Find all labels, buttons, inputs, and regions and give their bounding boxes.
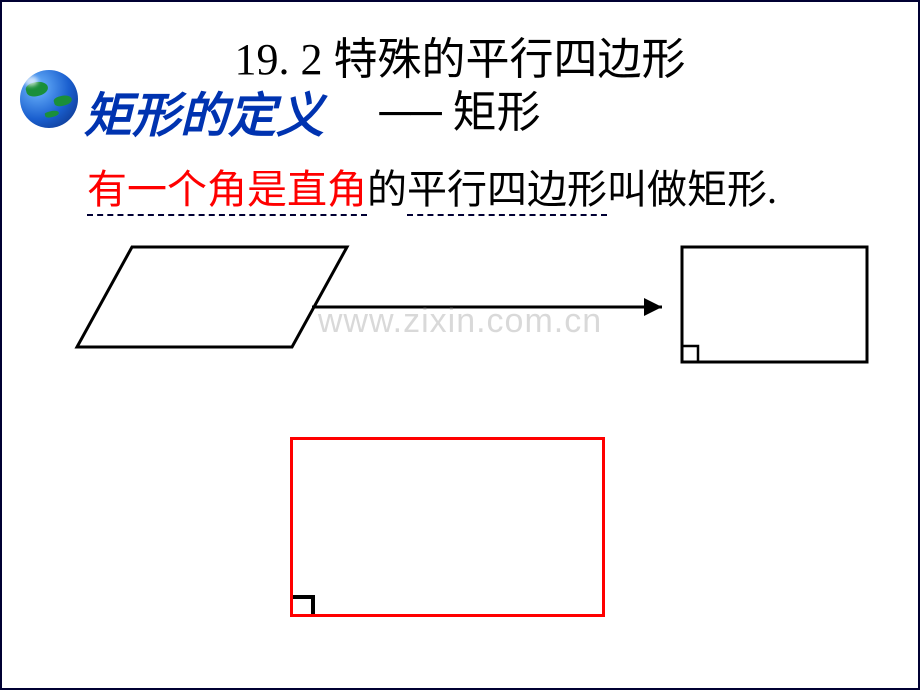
script-heading: 矩形的定义	[84, 76, 324, 146]
definition-black-1: 的	[367, 167, 407, 212]
watermark-text: www.zixin.com.cn	[2, 302, 918, 341]
definition-black-2: 叫做矩形.	[607, 167, 777, 212]
small-rectangle	[682, 247, 867, 362]
definition-text: 有一个角是直角的平行四边形叫做矩形.	[87, 157, 888, 215]
parallelogram-shape	[77, 247, 347, 347]
globe-icon	[20, 70, 78, 128]
slide: 19. 2 特殊的平行四边形 ── 矩形 矩形的定义 有一个角是直角的平行四边形…	[0, 0, 920, 690]
definition-red: 有一个角是直角	[87, 167, 367, 216]
arrow-head-icon	[644, 298, 662, 316]
definition-underline: 平行四边形	[407, 167, 607, 216]
red-rectangle	[290, 437, 605, 617]
right-angle-marker-small	[682, 346, 698, 362]
